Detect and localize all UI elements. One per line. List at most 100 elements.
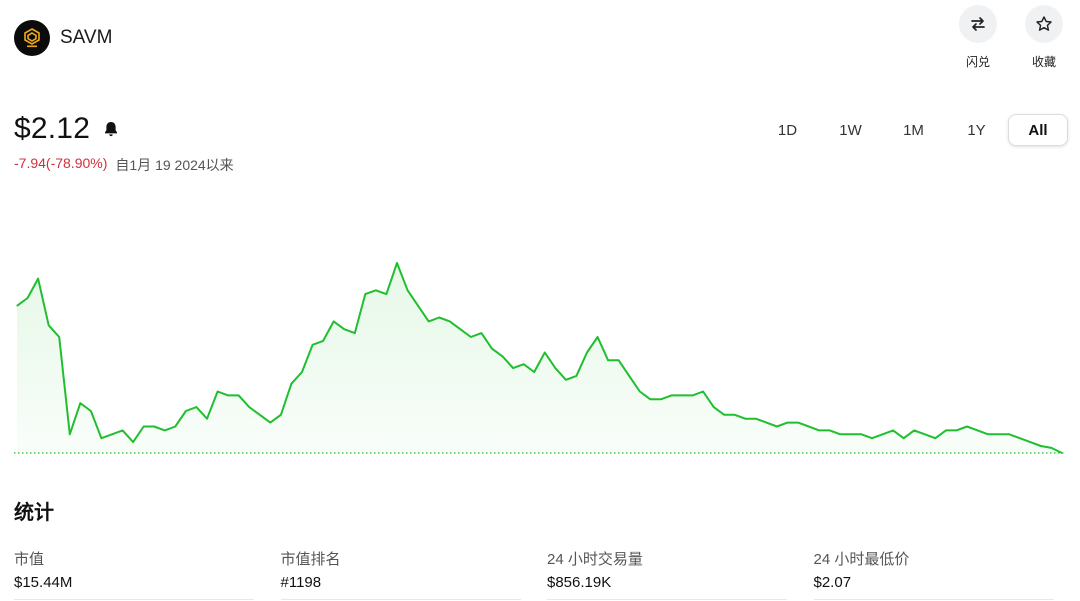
chart-point (185, 410, 187, 412)
chart-point (100, 437, 102, 439)
chart-point (649, 398, 651, 400)
chart-point (977, 429, 979, 431)
coin-name: SAVM (60, 27, 113, 48)
chart-point (480, 332, 482, 334)
chart-point (79, 402, 81, 404)
star-outline-icon (1025, 5, 1063, 43)
current-price: $2.12 (14, 112, 91, 145)
chart-point (554, 367, 556, 369)
chart-point (955, 429, 958, 431)
chart-point (966, 425, 968, 428)
chart-point (206, 418, 208, 420)
chart-point (523, 363, 525, 365)
chart-point (839, 433, 841, 435)
range-1m[interactable]: 1M (903, 121, 924, 139)
chart-point (153, 425, 155, 428)
chart-point (48, 324, 50, 326)
chart-point (660, 398, 662, 400)
price-change-period: 自1月 19 2024以来 (115, 157, 234, 173)
favorite-label: 收藏 (1031, 55, 1056, 69)
chart-point (69, 433, 71, 435)
chart-point (417, 305, 419, 307)
chart-point (343, 328, 345, 330)
chart-point (290, 383, 292, 385)
stat-value: $856.19K (547, 574, 612, 591)
chart-point (1029, 441, 1031, 443)
stat-market-rank: 市值排名 #1198 (280, 548, 548, 600)
chart-point (470, 336, 472, 338)
chart-point (449, 320, 451, 322)
chart-point (385, 293, 387, 295)
chart-point (512, 367, 514, 369)
chart-point (945, 429, 947, 431)
chart-point (607, 359, 609, 361)
chart-point (438, 316, 440, 319)
swap-label: 闪兑 (965, 55, 990, 69)
price-chart[interactable] (0, 245, 1080, 470)
chart-point (734, 414, 736, 416)
range-1y[interactable]: 1Y (967, 121, 986, 139)
range-all[interactable]: All (1008, 114, 1068, 146)
chart-point (132, 441, 134, 443)
stat-24h-low: 24 小时最低价 $2.07 (813, 548, 1080, 600)
chart-point (27, 297, 29, 299)
stat-value: $2.07 (813, 574, 852, 591)
chart-point (713, 406, 715, 408)
chart-point (681, 394, 683, 396)
stat-label: 市值排名 (280, 551, 341, 568)
chart-point (765, 422, 768, 424)
price-row: $2.12 (14, 112, 120, 146)
chart-point (850, 433, 852, 435)
chart-point (903, 437, 905, 439)
chart-point (597, 336, 599, 338)
chart-point (808, 425, 810, 428)
chart-point (723, 414, 725, 416)
chart-point (987, 433, 989, 435)
chart-point (860, 433, 863, 435)
chart-point (37, 278, 39, 280)
chart-point (301, 371, 303, 373)
chart-point (428, 320, 430, 322)
chart-point (882, 433, 884, 435)
chart-point (913, 429, 915, 431)
chart-point (575, 375, 578, 377)
chart-point (1019, 437, 1021, 439)
stat-value: #1198 (280, 574, 322, 591)
chart-point (998, 433, 1000, 435)
chart-point (259, 414, 261, 416)
chart-point (227, 394, 229, 396)
chart-point (375, 289, 377, 291)
favorite-button[interactable]: 收藏 (1024, 5, 1064, 70)
swap-arrows-icon (959, 5, 997, 43)
chart-point (1050, 447, 1052, 449)
chart-point (797, 422, 799, 424)
time-range-selector: 1D 1W 1M 1Y All (756, 114, 1068, 146)
chart-point (533, 371, 535, 373)
stats-grid: 市值 $15.44M 市值排名 #1198 24 小时交易量 $856.19K … (14, 548, 1080, 600)
chart-point (364, 293, 366, 295)
chart-point (322, 340, 324, 342)
chart-point (174, 425, 176, 428)
chart-point (776, 425, 778, 428)
chart-point (544, 351, 546, 354)
price-change-row: -7.94(-78.90%) 自1月 19 2024以来 (14, 155, 234, 175)
range-1d[interactable]: 1D (777, 121, 798, 139)
price-change: -7.94(-78.90%) (14, 155, 108, 171)
swap-button[interactable]: 闪兑 (958, 5, 998, 70)
chart-point (491, 348, 493, 350)
range-1w[interactable]: 1W (839, 121, 862, 139)
chart-area-fill (17, 263, 1062, 453)
stat-divider (280, 599, 521, 600)
chart-price-line (16, 262, 1063, 454)
chart-point (628, 375, 630, 377)
chart-point (829, 429, 831, 431)
chart-point (122, 429, 124, 431)
chart-point (670, 394, 673, 396)
chart-point (1008, 433, 1010, 435)
chart-point (618, 359, 620, 361)
chart-point (502, 355, 504, 357)
chart-point (787, 422, 789, 424)
bell-icon[interactable] (102, 120, 120, 138)
chart-point (586, 351, 588, 354)
chart-point (924, 433, 926, 435)
